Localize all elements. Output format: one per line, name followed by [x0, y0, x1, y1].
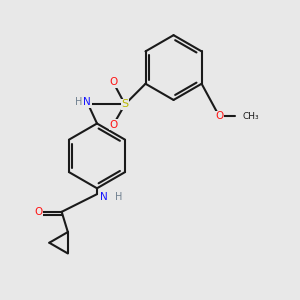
Text: O: O: [109, 77, 117, 87]
Text: H: H: [116, 191, 123, 202]
Text: O: O: [34, 207, 42, 217]
Text: CH₃: CH₃: [243, 112, 260, 121]
Text: H: H: [75, 97, 82, 107]
Text: O: O: [109, 120, 117, 130]
Text: N: N: [100, 191, 108, 202]
Text: O: O: [215, 111, 223, 121]
Text: S: S: [122, 99, 128, 110]
Text: N: N: [83, 97, 91, 107]
